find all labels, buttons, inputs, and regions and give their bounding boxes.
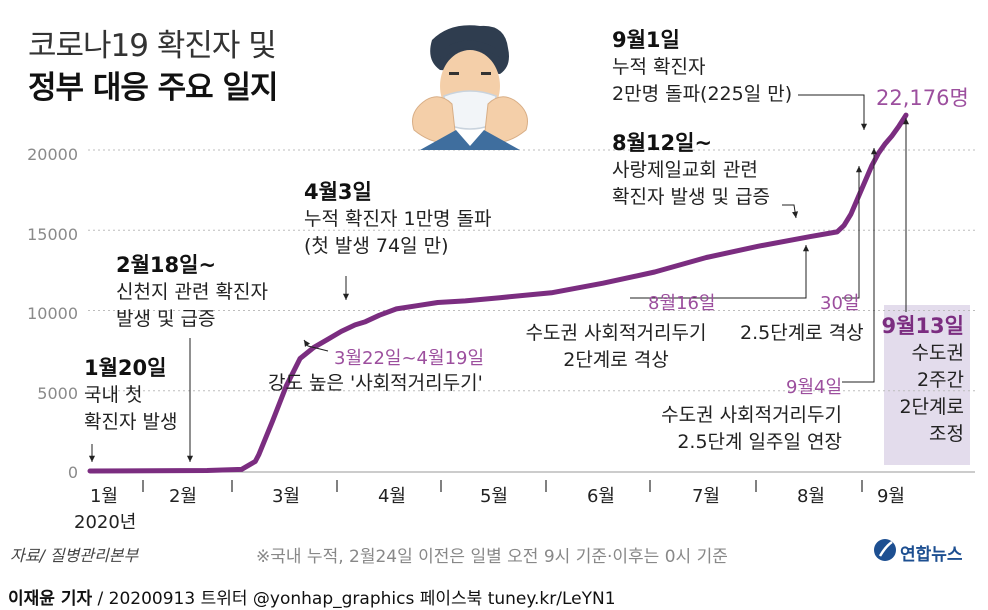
chart-title-line1: 코로나19 확진자 및	[28, 28, 277, 64]
y-tick-label: 5000	[37, 384, 78, 403]
arrow-sep4-head	[870, 148, 878, 155]
y-tick-label: 0	[67, 463, 78, 482]
footnote: ※국내 누적, 2월24일 이전은 일별 오전 9시 기준·이후는 0시 기준	[256, 547, 728, 567]
final-count-label: 22,176명	[876, 86, 969, 110]
arrow-jan20-head	[88, 455, 96, 462]
arrow-sep4	[842, 148, 875, 383]
arrow-sep13-head	[902, 118, 910, 125]
y-tick-label: 15000	[27, 225, 78, 244]
annotation-aug16-text: 수도권 사회적거리두기 2단계로 격상	[525, 322, 707, 371]
annotation-sep13: 9월13일 수도권 2주간 2단계로 조정	[881, 314, 964, 445]
masked-person-illustration	[412, 25, 528, 150]
annotation-aug12: 8월12일~ 사랑제일교회 관련 확진자 발생 및 급증	[612, 131, 770, 208]
x-tick-label: 6월	[586, 486, 615, 507]
x-tick-label: 5월	[479, 486, 508, 507]
annotation-sep4-date: 9월4일	[786, 377, 843, 398]
arrow-sep1	[798, 94, 865, 130]
x-tick-label: 8월	[796, 486, 825, 507]
y-tick-label: 10000	[27, 304, 78, 323]
annotation-sep4-text: 수도권 사회적거리두기 2.5단계 일주일 연장	[661, 404, 842, 453]
chart-title-line2: 정부 대응 주요 일지	[28, 70, 279, 106]
arrow-apr3-head	[342, 293, 350, 300]
arrow-aug16-head	[802, 245, 810, 252]
sep13-highlight-box	[884, 305, 970, 465]
arrow-aug12-head	[792, 211, 799, 218]
arrow-aug30	[842, 166, 860, 299]
byline-name: 이재윤 기자	[8, 589, 93, 609]
annotation-sep1: 9월1일 누적 확진자 2만명 돌파(225일 만)	[612, 28, 793, 105]
source-label: 자료/ 질병관리본부	[10, 546, 139, 565]
byline: 이재윤 기자 / 20200913 트위터 @yonhap_graphics 페…	[8, 584, 616, 609]
annotation-jan20: 1월20일 국내 첫 확진자 발생	[84, 356, 178, 433]
x-year-label: 2020년	[74, 512, 137, 533]
arrow-aug16	[630, 245, 807, 299]
annotation-feb18: 2월18일~ 신천지 관련 확진자 발생 및 급증	[116, 253, 268, 330]
x-tick-label: 1월	[89, 486, 118, 507]
annotation-mar22-text: 강도 높은 '사회적거리두기'	[268, 372, 483, 394]
y-tick-label: 20000	[27, 145, 78, 164]
annotation-aug16-date: 8월16일	[648, 293, 716, 314]
x-tick-label: 2월	[168, 486, 197, 507]
annotation-aug30-date: 30일	[820, 293, 860, 314]
arrow-aug30-head	[855, 166, 863, 173]
brand-label: 연합뉴스	[900, 545, 963, 565]
byline-rest: / 20200913 트위터 @yonhap_graphics 페이스북 tun…	[92, 589, 616, 609]
annotation-aug30-text: 2.5단계로 격상	[740, 322, 864, 344]
x-tick-label: 7월	[691, 486, 720, 507]
annotation-apr3: 4월3일 누적 확진자 1만명 돌파 (첫 발생 74일 만)	[304, 180, 492, 257]
series-line-cumulative	[87, 112, 909, 474]
arrow-mar22-head	[304, 340, 311, 347]
x-tick-label: 9월	[876, 486, 905, 507]
yonhap-logo-icon	[874, 539, 896, 561]
x-tick-label: 3월	[271, 486, 300, 507]
x-tick-label: 4월	[377, 486, 406, 507]
arrow-feb18-head	[186, 455, 194, 462]
annotation-mar22-date: 3월22일~4월19일	[334, 348, 485, 369]
arrow-sep1-head	[860, 123, 868, 130]
arrow-aug12	[782, 204, 797, 219]
